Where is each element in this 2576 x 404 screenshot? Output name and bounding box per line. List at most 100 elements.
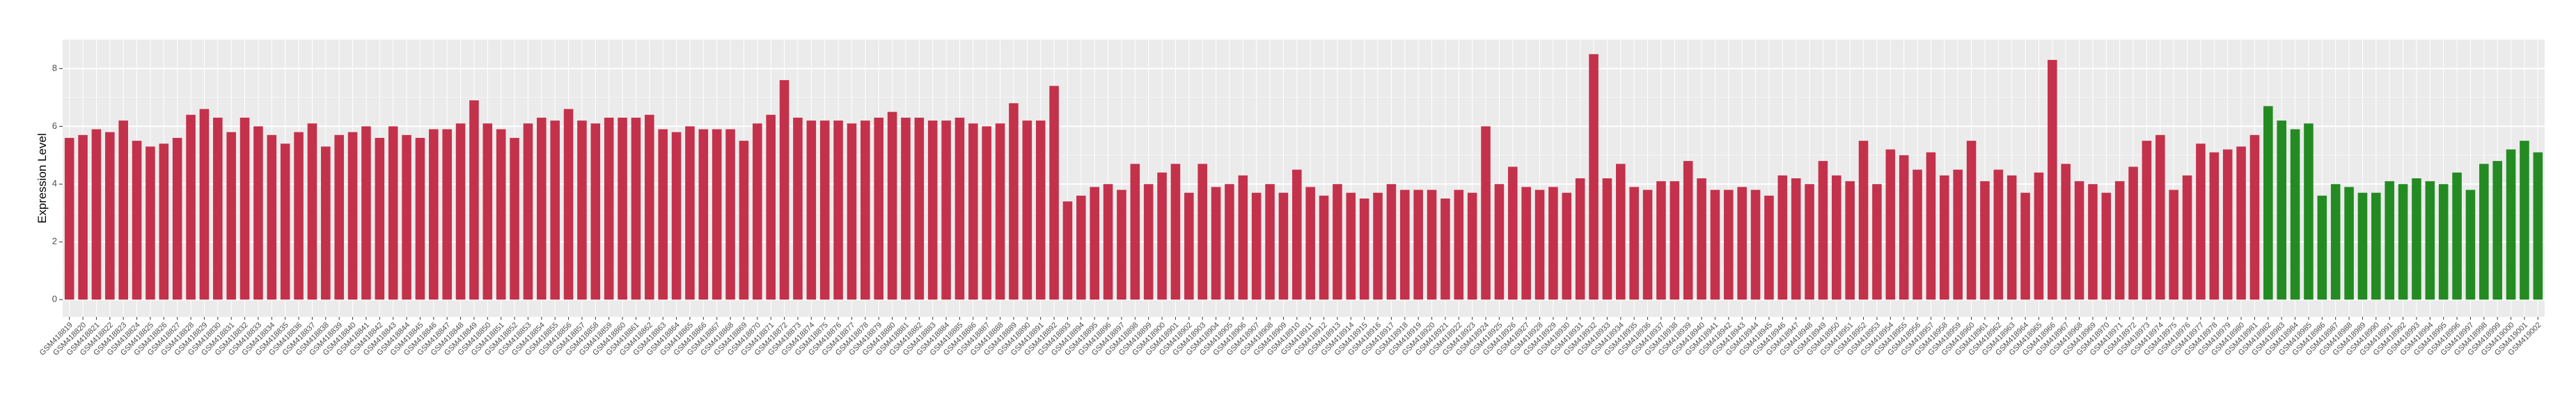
bar xyxy=(590,123,601,300)
bar xyxy=(671,132,682,300)
y-tick-label: 0 xyxy=(52,294,57,304)
bar xyxy=(1683,161,1693,300)
bar xyxy=(1764,195,1774,300)
bar xyxy=(132,141,142,300)
bar xyxy=(2479,164,2489,300)
bar xyxy=(2006,175,2017,300)
bar xyxy=(563,109,574,300)
bar xyxy=(1899,155,1909,300)
bar xyxy=(1170,164,1181,300)
bar xyxy=(861,121,870,300)
bar xyxy=(429,129,439,300)
bar xyxy=(64,137,74,300)
bar xyxy=(2452,172,2462,300)
bar xyxy=(2155,134,2165,300)
bar xyxy=(2412,178,2421,300)
bar xyxy=(2357,192,2368,300)
bar xyxy=(2222,149,2233,300)
bar xyxy=(968,123,978,300)
bar xyxy=(1481,126,1491,300)
bar xyxy=(1090,187,1099,300)
bar xyxy=(2438,184,2449,300)
bar xyxy=(334,134,344,300)
bar xyxy=(1413,189,1423,300)
bar xyxy=(1872,184,1882,300)
bar xyxy=(1589,54,1599,300)
bar xyxy=(280,143,290,300)
bar xyxy=(2263,106,2273,300)
bar xyxy=(469,100,479,300)
bar xyxy=(2330,184,2341,300)
bar xyxy=(819,121,830,300)
bar xyxy=(927,121,938,300)
bar xyxy=(1993,169,2004,300)
bar xyxy=(1427,189,1437,300)
bar xyxy=(2128,166,2138,300)
bar xyxy=(1953,169,1963,300)
y-tick-label: 6 xyxy=(52,121,57,131)
bar xyxy=(2506,149,2516,300)
bar xyxy=(2020,192,2030,300)
bar xyxy=(1225,184,1234,300)
bar xyxy=(375,137,385,300)
bar xyxy=(1440,199,1450,300)
bar xyxy=(2034,172,2044,300)
bar xyxy=(2344,187,2354,300)
bar xyxy=(2142,141,2152,300)
bar xyxy=(1238,175,1248,300)
bar xyxy=(455,123,466,300)
bar xyxy=(1400,189,1410,300)
bar xyxy=(1035,121,1046,300)
bar xyxy=(321,146,331,300)
bar xyxy=(995,123,1005,300)
bar xyxy=(1805,184,1814,300)
bar xyxy=(1117,189,1126,300)
bar xyxy=(172,137,182,300)
bar xyxy=(1508,166,1518,300)
bar xyxy=(2236,146,2246,300)
bar xyxy=(1791,178,1801,300)
bar xyxy=(253,126,263,300)
bar xyxy=(1534,189,1545,300)
bar xyxy=(2114,181,2125,300)
bar xyxy=(1454,189,1464,300)
bar xyxy=(361,126,371,300)
bar xyxy=(226,132,236,300)
bar xyxy=(577,121,587,300)
bar xyxy=(2533,152,2543,300)
bar xyxy=(2520,141,2529,300)
bar xyxy=(887,111,897,300)
bar xyxy=(239,117,250,300)
bar xyxy=(186,114,196,300)
bar xyxy=(307,123,317,300)
bar xyxy=(2398,184,2408,300)
bar xyxy=(1724,189,1734,300)
bar xyxy=(78,134,88,300)
bar xyxy=(2249,134,2260,300)
bar xyxy=(1022,121,1032,300)
bar xyxy=(105,132,115,300)
y-axis-title: Expression Level xyxy=(36,133,49,223)
bar xyxy=(1265,184,1275,300)
bar xyxy=(901,117,911,300)
bar xyxy=(847,123,857,300)
bar xyxy=(1184,192,1194,300)
bar xyxy=(1346,192,1356,300)
y-tick-label: 2 xyxy=(52,236,57,247)
bar xyxy=(1832,175,1841,300)
bar xyxy=(213,117,223,300)
bar xyxy=(1818,161,1828,300)
bar xyxy=(2209,152,2220,300)
y-tick-label: 8 xyxy=(52,63,57,73)
bar xyxy=(2277,121,2286,300)
bar xyxy=(833,121,843,300)
bar xyxy=(1386,184,1397,300)
bar xyxy=(1885,149,1896,300)
bar xyxy=(1062,201,1073,300)
bar xyxy=(415,137,425,300)
bar xyxy=(712,129,722,300)
bar xyxy=(1049,86,1059,300)
bar xyxy=(914,117,925,300)
bar xyxy=(1616,164,1626,300)
